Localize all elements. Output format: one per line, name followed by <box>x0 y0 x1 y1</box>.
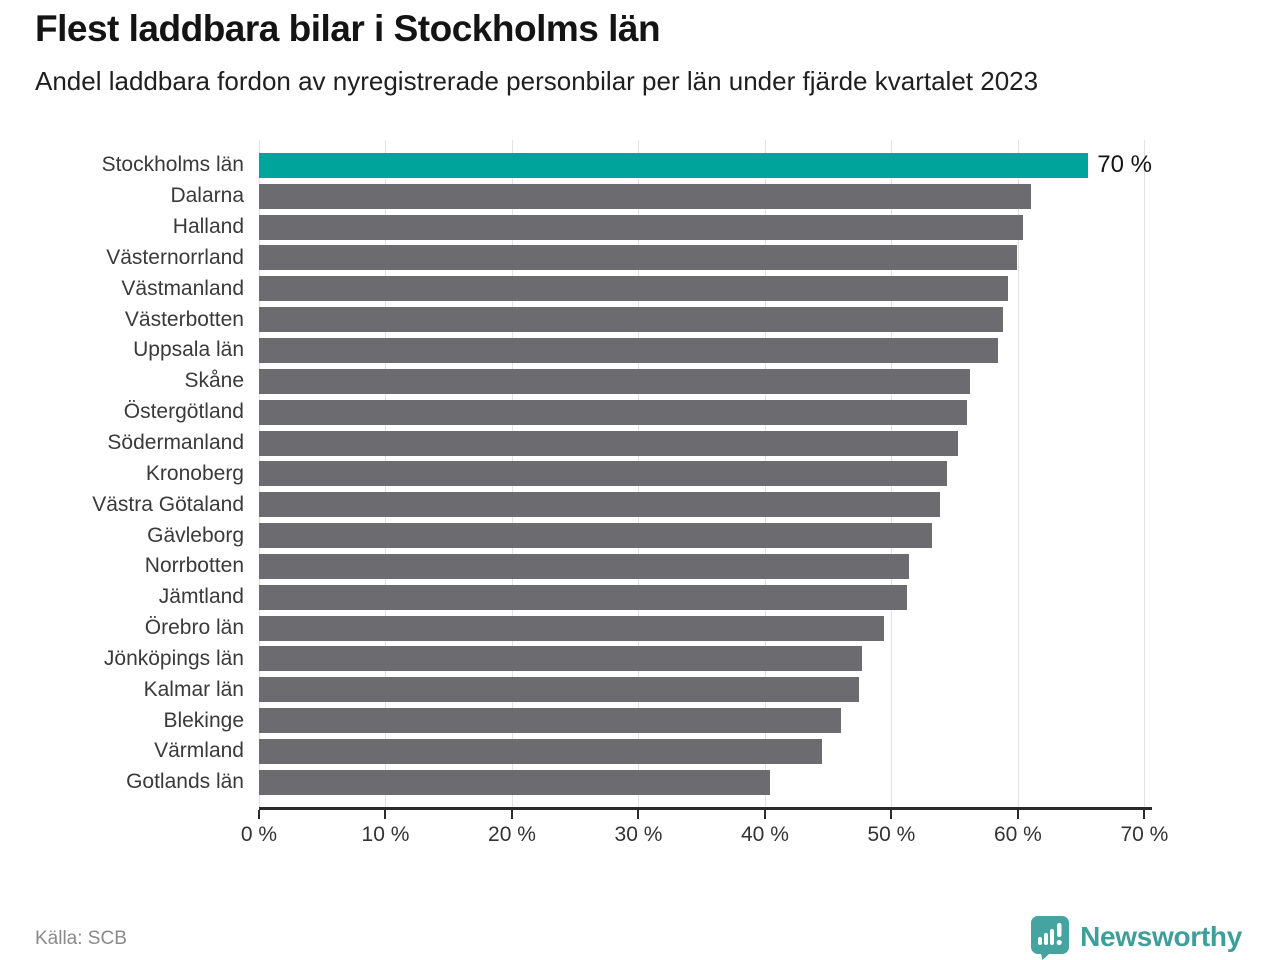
bar <box>259 553 910 579</box>
x-tick-label: 60 % <box>993 823 1042 846</box>
bar <box>259 738 822 764</box>
bar-row <box>259 243 1152 274</box>
bar-rows: 70 % <box>259 140 1152 808</box>
bar-row <box>259 489 1152 520</box>
bar <box>259 430 959 456</box>
bar-row <box>259 458 1152 489</box>
bar-value-label: 70 % <box>1097 151 1152 179</box>
gridline <box>1144 140 1146 808</box>
x-tick-label: 50 % <box>867 823 916 846</box>
bar <box>259 646 863 672</box>
x-tick-label: 0 % <box>240 823 278 846</box>
x-tick-label: 70 % <box>1120 823 1169 846</box>
bar <box>259 245 1017 271</box>
x-axis-line <box>259 807 1152 810</box>
bar <box>259 399 968 425</box>
bar <box>259 276 1008 302</box>
x-tick-mark <box>510 810 513 819</box>
bar <box>259 677 859 703</box>
bar <box>259 307 1003 333</box>
bar-row <box>259 613 1152 644</box>
x-tick-mark <box>384 810 387 819</box>
category-label: Jämtland <box>158 585 244 609</box>
bar <box>259 708 841 734</box>
category-label: Västra Götaland <box>92 492 244 516</box>
bar-row <box>259 181 1152 212</box>
category-label: Västmanland <box>121 276 244 300</box>
x-tick-mark <box>258 810 260 819</box>
category-label: Dalarna <box>170 184 244 208</box>
x-tick-label: 20 % <box>488 823 536 846</box>
x-tick-mark <box>637 810 640 819</box>
bar-row <box>259 428 1152 459</box>
bar-row <box>259 212 1152 243</box>
category-label: Norrbotten <box>144 554 244 578</box>
gridline <box>1017 140 1019 808</box>
category-label: Gotlands län <box>126 770 244 794</box>
bar-row <box>259 705 1152 736</box>
category-label: Kalmar län <box>143 677 244 701</box>
bar-row <box>259 674 1152 705</box>
category-axis-labels: Stockholms län Dalarna Halland Västernorrla… <box>0 140 244 808</box>
bar-row: 70 % <box>259 150 1152 181</box>
bar <box>259 337 998 363</box>
bar <box>259 769 770 795</box>
bar <box>259 368 970 394</box>
bar-row <box>259 736 1152 767</box>
brand-footer: Newsworthy <box>1030 914 1242 960</box>
bar <box>259 584 907 610</box>
bar-row <box>259 551 1152 582</box>
source-note: Källa: SCB <box>35 928 127 949</box>
category-label: Uppsala län <box>133 338 244 362</box>
x-tick-label: 10 % <box>361 823 410 846</box>
plot-area: 70 % <box>259 140 1152 808</box>
chart-title: Flest laddbara bilar i Stockholms län <box>35 8 661 49</box>
bar <box>259 183 1031 209</box>
bar-row <box>259 767 1152 798</box>
category-label: Stockholms län <box>101 153 244 177</box>
x-tick-mark <box>763 810 766 819</box>
x-tick-label: 40 % <box>741 823 789 846</box>
category-label: Blekinge <box>163 708 244 732</box>
category-label: Södermanland <box>107 431 244 455</box>
category-label: Skåne <box>184 369 244 393</box>
newsworthy-logo-icon <box>1030 915 1070 960</box>
bar <box>259 492 940 518</box>
category-label: Kronoberg <box>145 461 244 485</box>
x-tick-mark <box>1016 810 1019 819</box>
bar <box>259 461 948 487</box>
category-label: Jönköpings län <box>103 646 244 670</box>
category-label: Värmland <box>154 739 244 763</box>
bar-row <box>259 644 1152 675</box>
bar-row <box>259 304 1152 335</box>
bar-row <box>259 335 1152 366</box>
bar-highlighted <box>259 152 1089 178</box>
x-axis: 0 % 10 % 20 % 30 % 40 % 50 % 60 % 70 % <box>241 807 1168 857</box>
category-label: Västernorrland <box>106 245 244 269</box>
bar-row <box>259 366 1152 397</box>
brand-name: Newsworthy <box>1080 921 1242 952</box>
category-label: Östergötland <box>123 400 244 424</box>
x-tick-mark <box>1143 810 1146 819</box>
bar <box>259 214 1023 240</box>
bar-row <box>259 582 1152 613</box>
x-tick-label: 30 % <box>614 823 663 846</box>
category-label: Västerbotten <box>124 307 244 331</box>
bar <box>259 523 932 549</box>
category-label: Gävleborg <box>147 523 244 547</box>
chart-subtitle: Andel laddbara fordon av nyregistrerade … <box>35 66 1039 96</box>
bar-row <box>259 397 1152 428</box>
bar-row <box>259 273 1152 304</box>
bar <box>259 615 884 641</box>
category-label: Örebro län <box>144 616 244 640</box>
bar-row <box>259 520 1152 551</box>
category-label: Halland <box>172 215 244 239</box>
x-tick-mark <box>890 810 893 819</box>
